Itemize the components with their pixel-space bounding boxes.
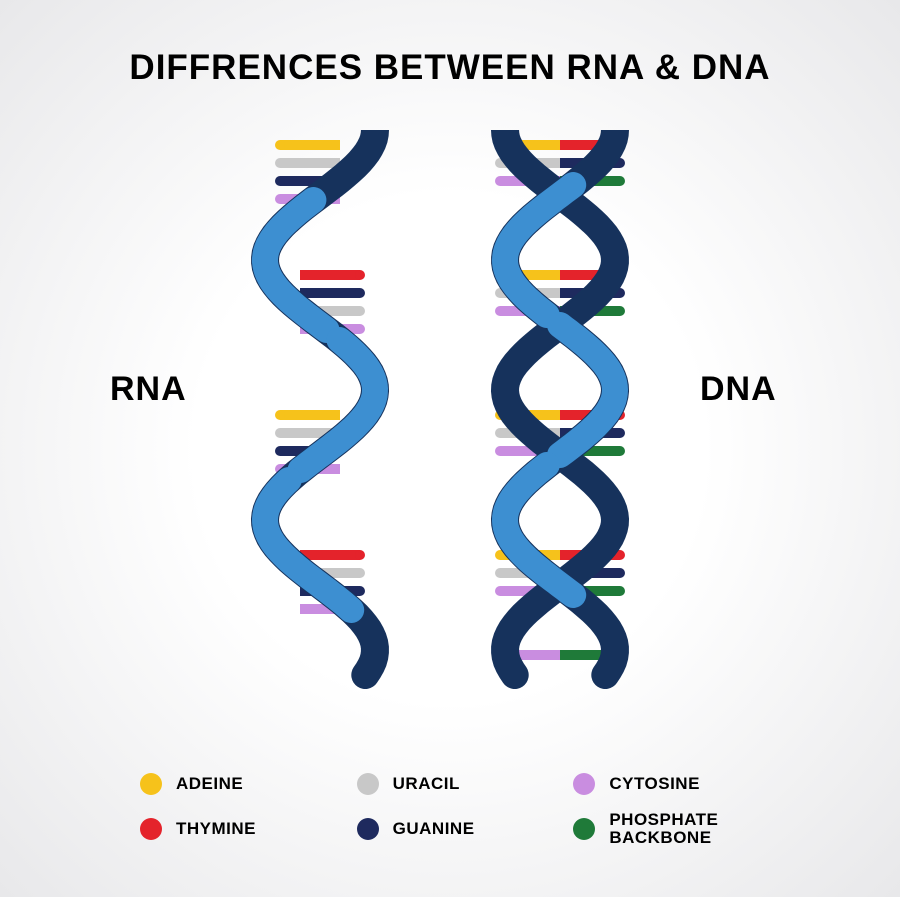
legend-item-uracil: URACIL: [357, 773, 564, 795]
rna-helix: [265, 130, 375, 675]
thymine-swatch: [140, 818, 162, 840]
phosphate-swatch: [573, 818, 595, 840]
legend-item-cytosine: CYTOSINE: [573, 773, 780, 795]
legend-item-phosphate: PHOSPHATE BACKBONE: [573, 811, 780, 847]
page-title: DIFFRENCES BETWEEN RNA & DNA: [0, 0, 900, 88]
adenine-swatch: [140, 773, 162, 795]
legend-item-thymine: THYMINE: [140, 811, 347, 847]
diagram-area: RNA DNA: [0, 130, 900, 690]
legend-label: URACIL: [393, 775, 460, 793]
legend-label: CYTOSINE: [609, 775, 700, 793]
legend: ADEINE URACIL CYTOSINE THYMINE GUANINE PHOSPH…: [140, 773, 780, 847]
legend-item-adenine: ADEINE: [140, 773, 347, 795]
helix-svg: [0, 130, 900, 690]
cytosine-swatch: [573, 773, 595, 795]
legend-label: ADEINE: [176, 775, 243, 793]
legend-label: GUANINE: [393, 820, 475, 838]
uracil-swatch: [357, 773, 379, 795]
dna-helix: [495, 130, 625, 675]
legend-item-guanine: GUANINE: [357, 811, 564, 847]
legend-label: PHOSPHATE BACKBONE: [609, 811, 718, 847]
dna-label: DNA: [700, 370, 777, 409]
guanine-swatch: [357, 818, 379, 840]
legend-label: THYMINE: [176, 820, 256, 838]
rna-label: RNA: [110, 370, 187, 409]
